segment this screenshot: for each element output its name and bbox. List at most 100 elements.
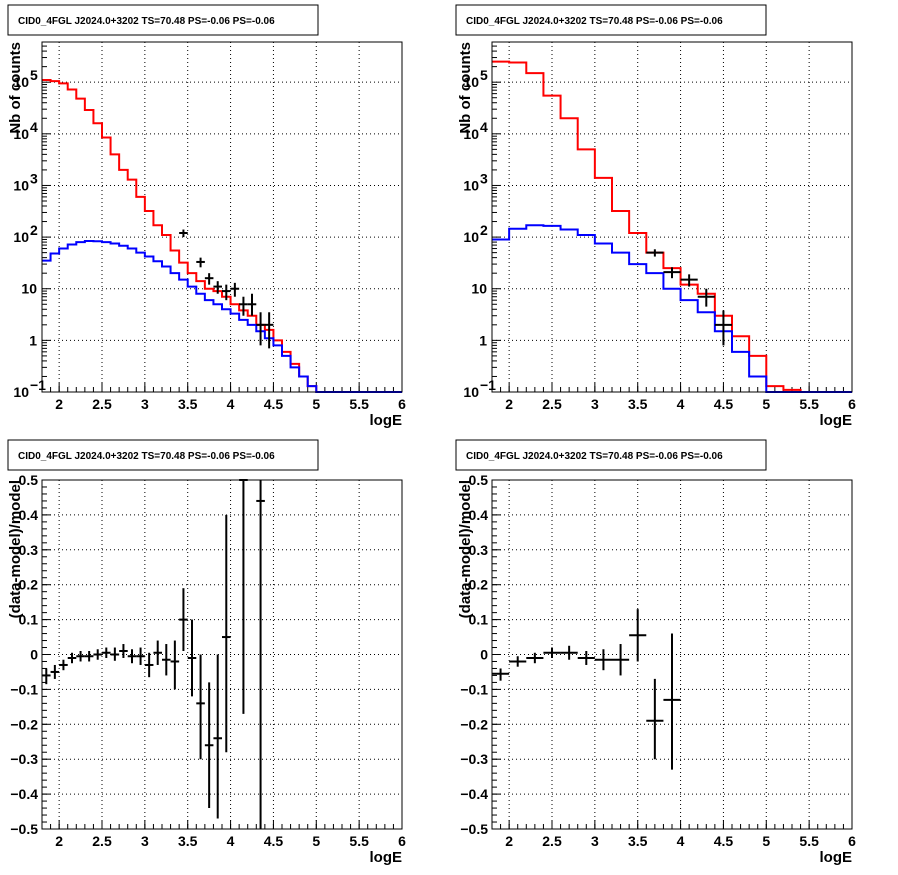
y-tick-exponent: 2 [30, 222, 38, 238]
x-tick-label: 3 [141, 396, 149, 412]
x-tick-label: 5.5 [349, 833, 369, 849]
data-point [222, 514, 231, 753]
data-point [67, 652, 77, 664]
y-tick-label: −0.5 [460, 821, 488, 837]
x-tick-label: 2.5 [542, 833, 562, 849]
data-point [714, 310, 732, 346]
data-point [492, 668, 510, 681]
y-tick-label: 0.5 [469, 472, 489, 488]
chart-title: CID0_4FGL J2024.0+3202 TS=70.48 PS=-0.06… [466, 451, 723, 462]
x-tick-label: 2 [505, 833, 513, 849]
data-point [127, 649, 137, 664]
y-tick-label: 10 [13, 74, 29, 90]
x-tick-label: 3 [591, 396, 599, 412]
y-tick-label: 10 [13, 229, 29, 245]
data-point [256, 312, 265, 346]
x-tick-label: 5 [762, 833, 770, 849]
chart-panel-3: 2 2.5 3 3.5 4 4.5 5 5.5 6 −0.5 −0.4 −0.3 −0.2 −0.1 0 0.… [7, 439, 406, 866]
y-tick-label: −0.4 [10, 786, 38, 802]
plot-frame [41, 41, 403, 393]
data-point [204, 273, 214, 285]
y-tick-label: 0.1 [469, 612, 489, 628]
x-axis-title: logE [820, 412, 853, 429]
data-point [170, 640, 180, 690]
x-tick-label: 5 [312, 833, 320, 849]
y-tick-label: 1 [29, 332, 37, 348]
data-point [162, 644, 171, 676]
chart-title: CID0_4FGL J2024.0+3202 TS=70.48 PS=-0.06… [18, 451, 275, 462]
data-point [526, 652, 544, 664]
x-axis-title: logE [370, 849, 403, 866]
chart-title-box [455, 4, 767, 36]
data-point [59, 659, 68, 671]
y-tick-label: 10 [463, 384, 479, 400]
data-point [256, 480, 265, 829]
y-tick-label: 0.3 [19, 542, 39, 558]
data-point [196, 654, 205, 760]
histogram-series-2 [42, 240, 402, 393]
x-tick-label: 4 [677, 833, 685, 849]
chart-panel-4: 2 2.5 3 3.5 4 4.5 5 5.5 6 −0.5 −0.4 −0.3 −0.2 −0.1 0 0.… [455, 439, 856, 866]
data-point [264, 312, 274, 349]
y-tick-label: 1 [479, 332, 487, 348]
x-tick-label: 5 [762, 396, 770, 412]
data-point [136, 647, 145, 665]
chart-title-box [7, 439, 319, 471]
data-point [222, 284, 231, 301]
y-tick-exponent: −1 [30, 377, 46, 393]
y-tick-label: −0.5 [10, 821, 38, 837]
data-point [179, 229, 188, 238]
data-point [646, 678, 664, 760]
x-tick-label: 5 [312, 396, 320, 412]
x-tick-label: 4.5 [264, 396, 284, 412]
x-tick-label: 6 [398, 833, 406, 849]
data-point [42, 668, 51, 685]
x-tick-label: 2 [55, 396, 63, 412]
chart-title-box [7, 4, 319, 36]
data-point [239, 296, 248, 316]
x-tick-label: 5.5 [799, 396, 819, 412]
x-tick-label: 6 [848, 396, 856, 412]
x-tick-label: 3.5 [628, 396, 648, 412]
y-tick-label: 10 [463, 74, 479, 90]
plot-frame [41, 479, 403, 830]
data-point [594, 649, 612, 671]
data-point [629, 609, 647, 662]
data-point [680, 274, 698, 287]
y-tick-label: 10 [463, 126, 479, 142]
chart-title-box [455, 439, 767, 471]
data-point [646, 249, 664, 257]
y-tick-label: 10 [21, 281, 37, 297]
data-point [179, 588, 188, 652]
data-point [102, 647, 111, 658]
data-point [204, 682, 214, 809]
x-tick-label: 2.5 [92, 833, 112, 849]
x-tick-label: 2 [55, 833, 63, 849]
y-tick-label: −0.3 [10, 751, 38, 767]
y-tick-exponent: 4 [480, 119, 488, 135]
y-tick-label: 0.1 [19, 612, 39, 628]
data-point [76, 651, 85, 662]
data-point [213, 281, 222, 294]
y-tick-label: 10 [13, 177, 29, 193]
x-tick-label: 4.5 [714, 833, 734, 849]
y-tick-exponent: 3 [30, 170, 38, 186]
data-point [663, 267, 681, 279]
data-point [84, 651, 94, 662]
y-tick-label: −0.2 [460, 716, 488, 732]
y-tick-exponent: 5 [480, 67, 488, 83]
data-point [697, 288, 715, 307]
y-tick-exponent: −1 [480, 377, 496, 393]
y-tick-label: 0 [30, 647, 38, 663]
data-point [187, 619, 197, 697]
x-axis-title: logE [370, 412, 403, 429]
data-point [577, 651, 595, 665]
plot-frame [491, 41, 853, 393]
x-tick-label: 4 [227, 396, 235, 412]
y-axis-title: Nb of counts [457, 42, 474, 134]
x-tick-label: 5.5 [799, 833, 819, 849]
x-tick-label: 4.5 [264, 833, 284, 849]
x-tick-label: 3.5 [178, 396, 198, 412]
